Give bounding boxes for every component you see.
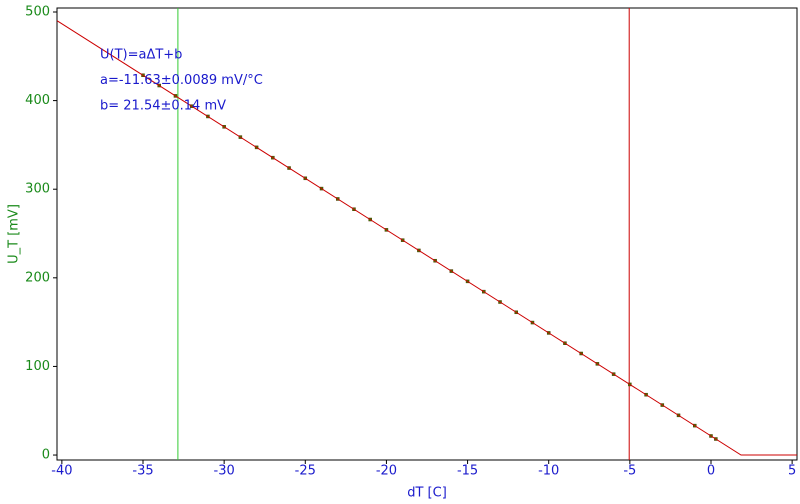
- x-tick-label: 0: [707, 464, 715, 479]
- annotation: b= 21.54±0.14 mV: [100, 99, 226, 114]
- y-tick-label: 300: [25, 182, 50, 197]
- x-tick-label: -25: [295, 464, 316, 479]
- fit-line: [56, 20, 797, 456]
- x-tick-label: -20: [376, 464, 397, 479]
- x-tick-label: -40: [51, 464, 72, 479]
- y-tick-label: 500: [25, 4, 50, 19]
- annotation: a=-11.63±0.0089 mV/°C: [100, 73, 263, 88]
- y-tick-label: 200: [25, 270, 50, 285]
- x-tick-label: -15: [457, 464, 478, 479]
- y-tick-label: 100: [25, 359, 50, 374]
- annotation: U(T)=aΔT+b: [100, 48, 182, 63]
- y-tick-label: 0: [42, 448, 50, 463]
- x-tick-label: -10: [538, 464, 559, 479]
- plot-frame: [56, 7, 798, 461]
- x-tick-label: -35: [132, 464, 153, 479]
- x-tick-label: 5: [788, 464, 796, 479]
- y-axis-title: U_T [mV]: [7, 204, 22, 264]
- x-axis-title: dT [C]: [407, 486, 447, 501]
- x-tick-label: -30: [214, 464, 235, 479]
- y-tick-label: 400: [25, 93, 50, 108]
- x-tick-label: -5: [623, 464, 636, 479]
